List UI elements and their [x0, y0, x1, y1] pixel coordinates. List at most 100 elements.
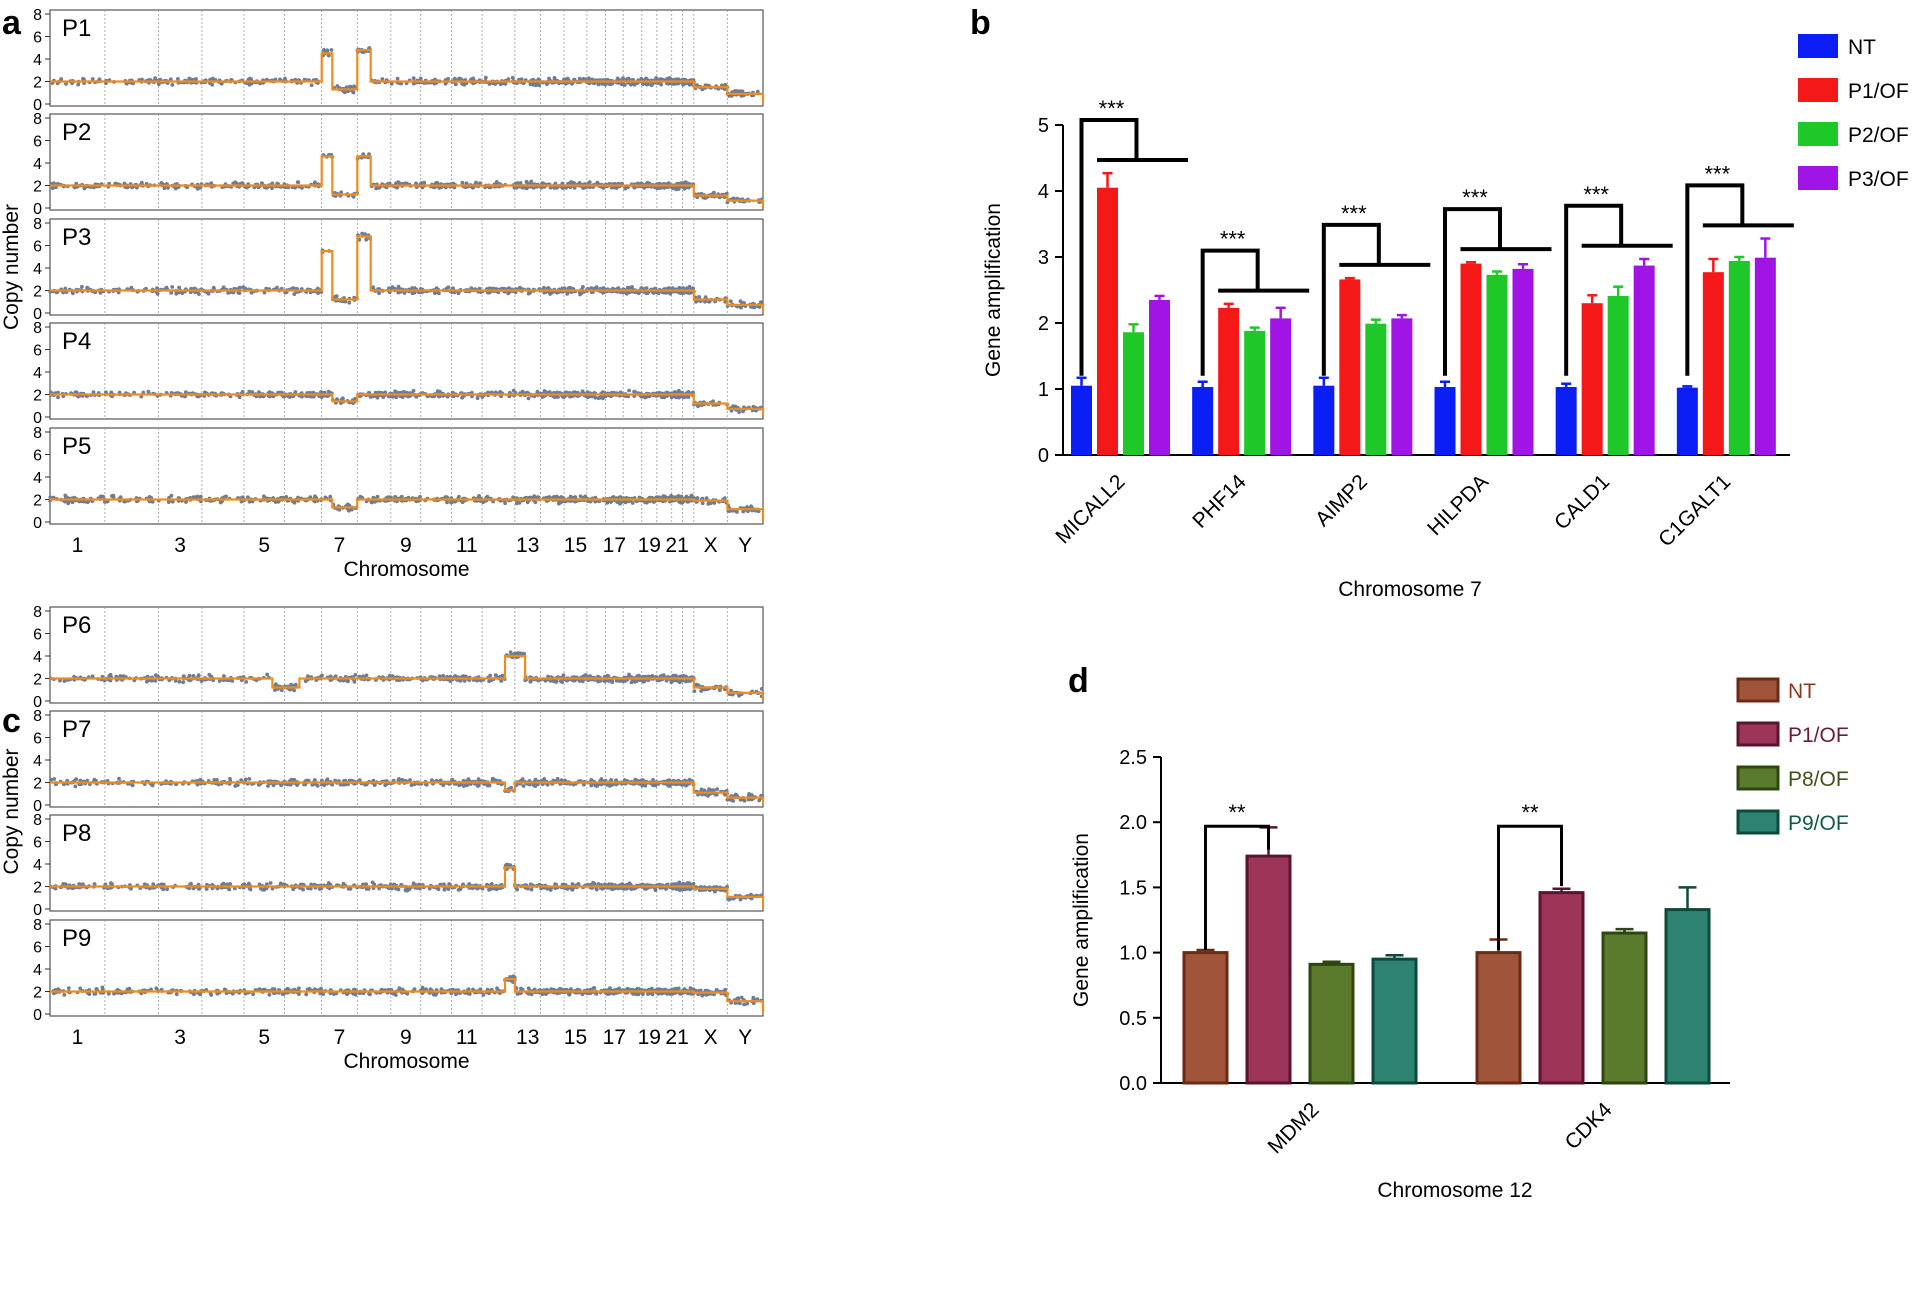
y-tick-label: 2 — [33, 672, 42, 689]
y-tick-label: 0 — [33, 410, 42, 427]
sample-label: P6 — [62, 612, 91, 639]
copy-number-point — [637, 673, 641, 678]
copy-number-point — [347, 508, 351, 513]
x-tick-label: 17 — [603, 534, 626, 557]
copy-number-point — [477, 494, 481, 498]
copy-number-point — [457, 76, 462, 81]
copy-number-point — [187, 673, 192, 678]
copy-number-point — [531, 185, 536, 190]
copy-number-point — [73, 390, 78, 394]
copy-number-point — [629, 82, 633, 87]
copy-number-point — [329, 48, 334, 52]
copy-number-point — [524, 186, 529, 191]
plot-frame — [49, 427, 764, 525]
copy-number-point — [600, 82, 604, 86]
copy-number-point — [437, 291, 441, 296]
copy-number-point — [578, 494, 583, 499]
copy-number-point — [262, 290, 267, 295]
copy-number-point — [586, 181, 591, 185]
copy-number-point — [289, 682, 293, 687]
copy-number-point — [608, 500, 613, 504]
copy-number-point — [662, 395, 667, 400]
copy-number-point — [247, 389, 252, 394]
copy-number-point — [457, 494, 461, 499]
copy-number-point — [369, 500, 374, 505]
copy-number-point — [281, 394, 286, 399]
copy-number-point — [270, 181, 275, 186]
y-tick-label: 6 — [33, 448, 42, 465]
copy-number-point — [411, 388, 416, 393]
copy-number-point — [589, 286, 594, 291]
copy-number-point — [508, 650, 513, 655]
copy-number-point — [374, 186, 378, 191]
x-tick-label: 7 — [334, 534, 346, 557]
copy-number-point — [73, 784, 78, 789]
copy-number-point — [453, 76, 457, 81]
copy-number-point — [243, 777, 248, 782]
copy-number-point — [118, 674, 123, 678]
sample-label: P2 — [62, 119, 91, 146]
copy-number-point — [124, 81, 129, 86]
copy-number-point — [65, 495, 69, 500]
copy-number-point — [154, 673, 158, 678]
copy-number-point — [632, 82, 637, 87]
copy-number-point — [197, 292, 201, 296]
copy-number-point — [453, 499, 457, 504]
copy-number-point — [733, 89, 737, 93]
copy-number-point — [244, 680, 249, 684]
copy-number-point — [195, 494, 200, 499]
copy-number-point — [741, 409, 745, 414]
copy-number-point — [592, 286, 597, 291]
y-tick-label: 8 — [33, 604, 42, 621]
copy-number-point — [248, 76, 252, 81]
y-tick-label: 6 — [33, 627, 42, 644]
y-tick-label: 2 — [33, 179, 42, 196]
copy-number-point — [689, 494, 694, 499]
copy-number-point — [64, 82, 68, 86]
copy-number-point — [170, 83, 175, 87]
copy-number-point — [377, 185, 382, 190]
copy-number-point — [56, 395, 60, 400]
copy-number-point — [704, 496, 709, 500]
copy-number-point — [751, 305, 756, 309]
copy-number-point — [445, 500, 449, 505]
copy-number-point — [669, 493, 673, 498]
copy-number-point — [418, 494, 422, 499]
copy-number-point — [558, 500, 563, 505]
x-tick-label: 5 — [258, 534, 270, 557]
copy-number-point — [697, 295, 701, 299]
copy-number-point — [262, 494, 266, 499]
copy-number-point — [563, 81, 568, 86]
copy-number-point — [526, 396, 531, 401]
copy-number-point — [288, 395, 292, 399]
copy-number-point — [194, 77, 198, 81]
copy-number-point — [630, 501, 635, 505]
copy-number-point — [664, 290, 669, 295]
copy-number-point — [674, 187, 679, 192]
copy-number-point — [343, 299, 348, 304]
copy-number-point — [547, 76, 551, 81]
copy-number-point — [627, 286, 631, 290]
sample-label: P1 — [62, 15, 91, 42]
copy-number-point — [577, 290, 582, 295]
copy-number-point — [696, 404, 700, 409]
copy-number-point — [270, 186, 274, 191]
copy-number-point — [168, 77, 173, 82]
y-tick-label: 6 — [33, 343, 42, 360]
copy-number-point — [518, 181, 523, 185]
copy-number-point — [81, 76, 85, 81]
y-axis-label: Copy number — [0, 204, 23, 330]
copy-number-point — [169, 493, 174, 498]
copy-number-point — [224, 494, 229, 499]
copy-number-point — [601, 396, 605, 401]
copy-number-point — [395, 76, 400, 81]
copy-number-point — [759, 687, 764, 691]
copy-number-point — [48, 495, 53, 500]
copy-number-point — [656, 186, 661, 190]
copy-number-point — [399, 81, 404, 86]
copy-number-point — [582, 185, 587, 190]
sample-label: P7 — [62, 716, 91, 743]
